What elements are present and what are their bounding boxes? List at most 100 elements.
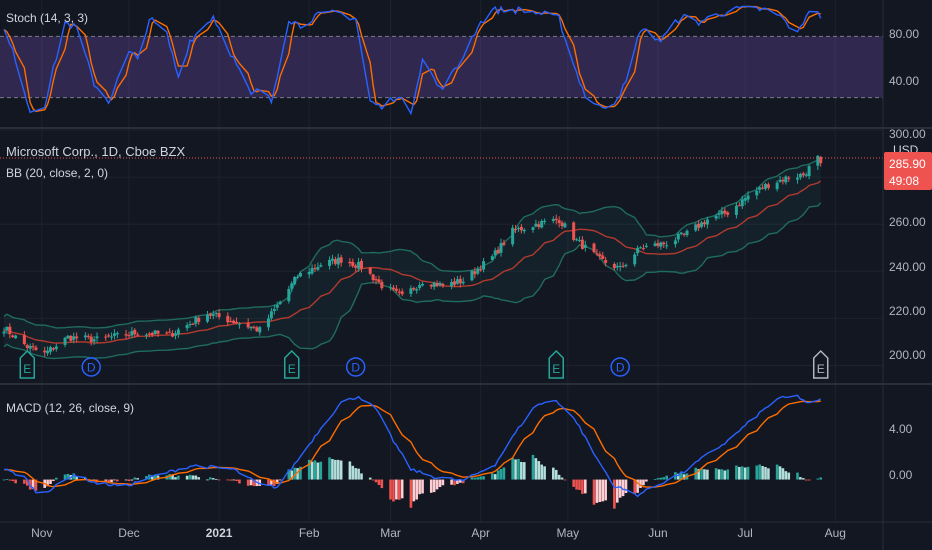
candle: [86, 333, 90, 340]
time-axis-label: 2021: [206, 526, 233, 540]
candle: [682, 232, 686, 237]
price-tick-200: 200.00: [889, 348, 926, 362]
macd-histogram-bar: [714, 468, 718, 480]
macd-histogram-bar: [357, 468, 360, 480]
price-badge-bg: [884, 152, 932, 190]
macd-histogram-bar: [191, 475, 195, 480]
candle: [656, 239, 660, 249]
candle: [511, 224, 515, 247]
candle: [540, 219, 544, 229]
candle: [801, 171, 805, 178]
earnings-marker[interactable]: E: [548, 349, 564, 379]
time-axis[interactable]: Nov Dec 2021 Feb Mar Apr May Jun Jul Aug: [31, 526, 846, 540]
macd-histogram-bar: [339, 460, 343, 480]
time-axis-label: Dec: [118, 526, 139, 540]
macd-histogram-bar: [127, 479, 131, 482]
stoch-tick-40: 40.00: [889, 74, 919, 88]
macd-histogram-bar: [816, 478, 820, 480]
candle: [66, 335, 70, 340]
candle: [705, 216, 709, 229]
last-price-badge: 285.90 49:08: [884, 152, 932, 190]
pane-separators[interactable]: [0, 127, 932, 523]
macd-histogram-bar: [758, 464, 761, 480]
macd-histogram-bar: [75, 476, 78, 480]
earnings-marker[interactable]: E: [19, 349, 36, 379]
candle: [272, 304, 276, 315]
macd-pane[interactable]: MACD (12, 26, close, 9): [2, 394, 823, 509]
candle: [673, 237, 677, 248]
dividend-marker[interactable]: D: [610, 357, 630, 377]
candle: [470, 269, 474, 282]
candle: [575, 237, 579, 242]
candle: [252, 325, 256, 330]
candle: [147, 331, 151, 338]
candle: [615, 262, 619, 271]
macd-histogram-bar: [781, 468, 785, 480]
macd-histogram-bar: [642, 479, 645, 486]
macd-histogram-bar: [624, 479, 628, 494]
candle: [394, 285, 398, 293]
macd-histogram-bar: [679, 471, 683, 480]
macd-histogram-bar: [531, 454, 535, 480]
grid-lines: [0, 0, 883, 522]
macd-histogram-bar: [717, 469, 721, 480]
candle: [580, 236, 584, 250]
macd-histogram-bar: [377, 479, 381, 485]
candle: [214, 311, 218, 318]
macd-histogram-bar: [778, 466, 782, 480]
candle: [258, 326, 262, 336]
time-axis-label: Feb: [299, 526, 320, 540]
candle: [429, 283, 433, 290]
price-badge-countdown: 49:08: [889, 174, 919, 188]
macd-histogram-bar: [296, 468, 299, 480]
macd-histogram-bar: [368, 477, 372, 480]
earnings-marker[interactable]: E: [812, 349, 829, 379]
macd-histogram-bar: [299, 466, 302, 480]
earnings-marker[interactable]: E: [283, 349, 300, 379]
macd-histogram-bar: [636, 479, 639, 493]
candle: [595, 248, 599, 256]
bb-basis-line: [3, 180, 822, 344]
macd-histogram-bar: [153, 475, 157, 480]
candle: [583, 240, 587, 252]
macd-histogram-bar: [336, 459, 340, 480]
macd-histogram-bar: [499, 469, 503, 480]
macd-histogram-bar: [540, 464, 544, 480]
candle: [377, 275, 381, 284]
macd-histogram-bar: [456, 479, 459, 484]
macd-histogram-bar: [735, 465, 738, 480]
price-pane[interactable]: E D E D E D E Microsoft Corp., 1D, Cboe BZX BB…: [0, 144, 883, 379]
macd-histogram-bar: [682, 474, 686, 480]
svg-text:D: D: [351, 361, 360, 375]
stoch-pane[interactable]: Stoch (14, 3, 3): [0, 5, 883, 116]
macd-histogram-bar: [331, 459, 334, 480]
candle: [69, 334, 73, 343]
dividend-marker[interactable]: D: [345, 357, 366, 377]
candle: [734, 202, 738, 219]
macd-histogram-bar: [421, 479, 424, 494]
candle: [537, 221, 541, 230]
candle: [665, 241, 669, 249]
macd-histogram-bar: [246, 479, 250, 486]
candle: [391, 285, 395, 291]
candle: [133, 328, 137, 338]
candle: [290, 281, 294, 292]
macd-histogram-bar: [156, 475, 160, 480]
dividend-marker[interactable]: D: [81, 357, 101, 377]
macd-histogram-bar: [621, 479, 625, 497]
candle: [374, 276, 378, 285]
candle: [499, 238, 503, 257]
candle: [653, 240, 657, 247]
candle: [563, 221, 567, 229]
price-axis[interactable]: 80.00 40.00 300.00 260.00 240.00 220.00 …: [882, 0, 932, 550]
candle: [787, 175, 791, 182]
candle: [208, 312, 212, 320]
macd-histogram-bar: [563, 479, 567, 481]
svg-text:D: D: [87, 361, 96, 375]
candle: [644, 243, 648, 249]
candle: [516, 226, 520, 233]
candle: [127, 331, 131, 339]
